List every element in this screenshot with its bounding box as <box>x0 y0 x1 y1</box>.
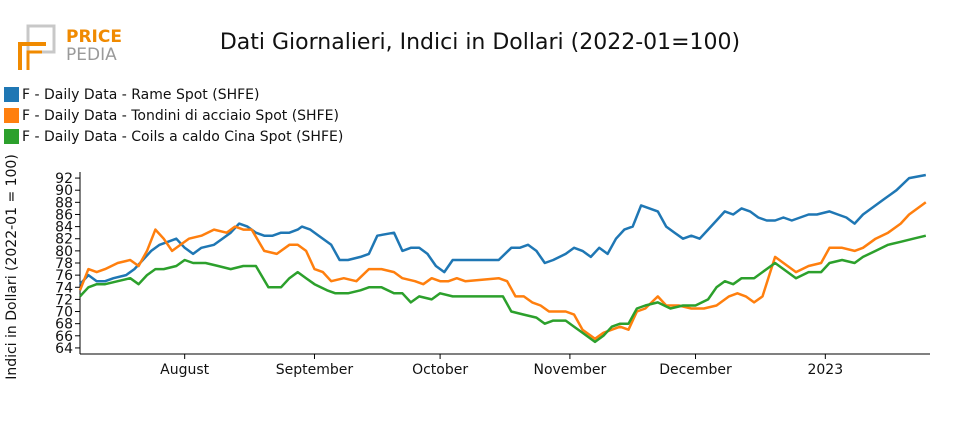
y-tick-label: 64 <box>55 341 73 357</box>
series-line-rame <box>79 173 927 286</box>
y-tick-label: 72 <box>55 292 73 308</box>
legend-swatch-tondini <box>4 108 19 123</box>
x-tick-label: December <box>659 362 732 378</box>
y-tick-label: 92 <box>55 171 73 187</box>
x-tick-label: November <box>533 362 606 378</box>
y-tick-label: 68 <box>55 317 73 333</box>
y-tick-label: 78 <box>55 256 73 272</box>
series-line-tondini <box>78 201 927 341</box>
legend-swatch-rame <box>4 87 19 102</box>
chart-title: Dati Giornalieri, Indici in Dollari (202… <box>219 30 741 55</box>
legend-item-tondini[interactable]: F - Daily Data - Tondini di acciaio Spot… <box>4 105 343 126</box>
y-tick-label: 76 <box>55 268 73 284</box>
x-tick-label: August <box>160 362 210 378</box>
pricepedia-logo: PRICE PEDIA <box>18 24 128 74</box>
legend-item-coils[interactable]: F - Daily Data - Coils a caldo Cina Spot… <box>4 126 343 147</box>
legend-label-tondini: F - Daily Data - Tondini di acciaio Spot… <box>22 107 339 124</box>
y-tick-label: 74 <box>55 280 73 296</box>
x-tick-label: September <box>276 362 354 378</box>
series-line-coils <box>79 234 927 344</box>
legend-swatch-coils <box>4 129 19 144</box>
y-tick-label: 88 <box>55 195 73 211</box>
pricepedia-logo-mark: PRICE PEDIA <box>18 24 122 70</box>
legend-label-coils: F - Daily Data - Coils a caldo Cina Spot… <box>22 128 344 145</box>
legend-label-rame: F - Daily Data - Rame Spot (SHFE) <box>22 86 260 103</box>
x-tick-label: 2023 <box>807 362 843 378</box>
y-tick-label: 90 <box>55 183 73 199</box>
legend-item-rame[interactable]: F - Daily Data - Rame Spot (SHFE) <box>4 84 343 105</box>
chart-legend: F - Daily Data - Rame Spot (SHFE) F - Da… <box>4 84 343 147</box>
y-tick-label: 66 <box>55 329 73 345</box>
y-tick-label: 82 <box>55 232 73 248</box>
y-axis-label: Indici in Dollari (2022-01 = 100) <box>4 154 20 380</box>
logo-text-price: PRICE <box>66 27 122 47</box>
y-tick-label: 84 <box>55 220 73 236</box>
y-tick-label: 70 <box>55 305 73 321</box>
y-tick-label: 80 <box>55 244 73 260</box>
y-tick-label: 86 <box>55 207 73 223</box>
x-tick-label: October <box>412 362 468 378</box>
logo-text-pedia: PEDIA <box>66 45 117 65</box>
